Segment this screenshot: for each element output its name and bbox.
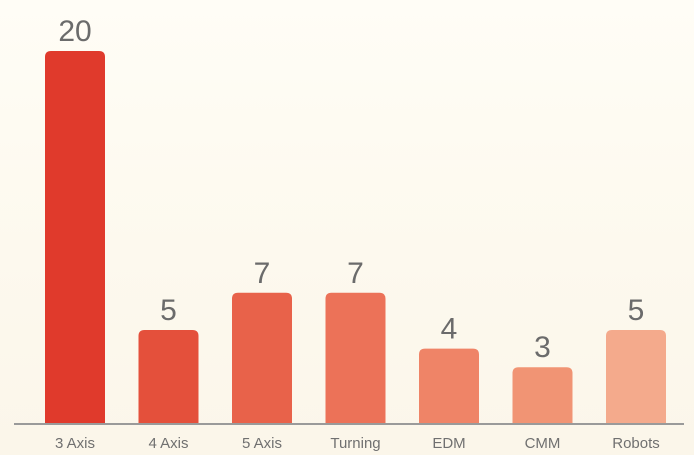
bar-3-axis (45, 51, 105, 423)
bar-4-axis (138, 330, 199, 423)
bar-robots (606, 330, 666, 423)
bar-5-axis (232, 292, 292, 423)
x-tick-label: CMM (525, 435, 561, 452)
value-label: 4 (441, 313, 458, 346)
value-label: 5 (160, 294, 177, 327)
value-label: 3 (534, 331, 551, 364)
x-tick-label: EDM (432, 435, 465, 452)
bars-layer (45, 51, 666, 423)
bar-edm (419, 348, 479, 423)
value-label: 20 (58, 15, 91, 48)
x-tick-label: Turning (330, 435, 380, 452)
value-label: 5 (628, 294, 645, 327)
x-tick-label: 4 Axis (148, 435, 188, 452)
labels-layer: 20 5 7 7 4 3 5 (58, 15, 644, 364)
value-label: 7 (347, 257, 364, 290)
x-tick-label: 3 Axis (55, 435, 95, 452)
bar-cmm (512, 367, 573, 423)
x-tick-labels: 3 Axis 4 Axis 5 Axis Turning EDM CMM Robots (55, 435, 660, 452)
x-tick-label: 5 Axis (242, 435, 282, 452)
value-label: 7 (254, 257, 271, 290)
x-tick-label: Robots (612, 435, 660, 452)
bar-turning (325, 292, 386, 423)
